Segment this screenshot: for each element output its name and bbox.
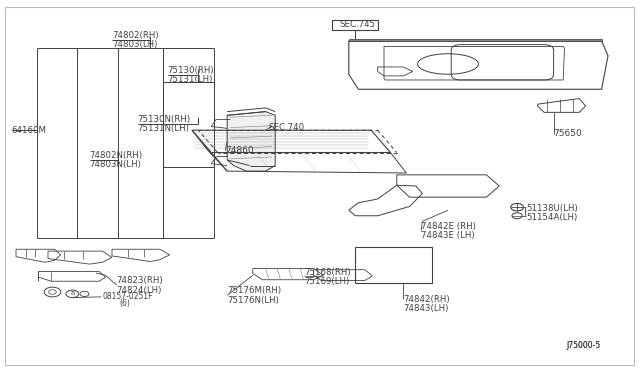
Text: 75176M(RH): 75176M(RH)	[227, 286, 282, 295]
Text: 75130(RH): 75130(RH)	[168, 66, 214, 75]
Text: 74843E (LH): 74843E (LH)	[421, 231, 475, 240]
Text: 74843(LH): 74843(LH)	[403, 304, 449, 313]
Text: B: B	[70, 291, 74, 296]
Text: 08157-0251F: 08157-0251F	[102, 292, 153, 301]
Text: 75131N(LH): 75131N(LH)	[138, 124, 189, 133]
Text: 74842(RH): 74842(RH)	[403, 295, 450, 304]
Text: J75000-5: J75000-5	[566, 341, 600, 350]
Text: 51138U(LH): 51138U(LH)	[526, 204, 578, 213]
Text: 75650: 75650	[554, 129, 582, 138]
Text: SEC.740: SEC.740	[269, 123, 305, 132]
Text: 75176N(LH): 75176N(LH)	[227, 296, 279, 305]
Text: 64160M: 64160M	[12, 126, 47, 135]
Text: 74803N(LH): 74803N(LH)	[90, 160, 141, 169]
Text: 74860: 74860	[225, 146, 254, 155]
Text: 74803(LH): 74803(LH)	[112, 40, 157, 49]
Text: J75000-5: J75000-5	[566, 341, 600, 350]
Text: 75169(LH): 75169(LH)	[305, 277, 350, 286]
Text: (6): (6)	[119, 299, 130, 308]
Text: 75131(LH): 75131(LH)	[168, 75, 213, 84]
Text: 74823(RH): 74823(RH)	[116, 276, 163, 285]
Text: 74824(LH): 74824(LH)	[116, 286, 162, 295]
Text: SEC.745: SEC.745	[339, 20, 375, 29]
Polygon shape	[227, 112, 275, 171]
Text: 74842E (RH): 74842E (RH)	[421, 222, 476, 231]
Text: 75130N(RH): 75130N(RH)	[138, 115, 191, 124]
Text: 75168(RH): 75168(RH)	[305, 268, 351, 277]
Text: 51154A(LH): 51154A(LH)	[526, 214, 577, 222]
Text: 74802(RH): 74802(RH)	[112, 31, 159, 40]
Text: 74802N(RH): 74802N(RH)	[90, 151, 143, 160]
